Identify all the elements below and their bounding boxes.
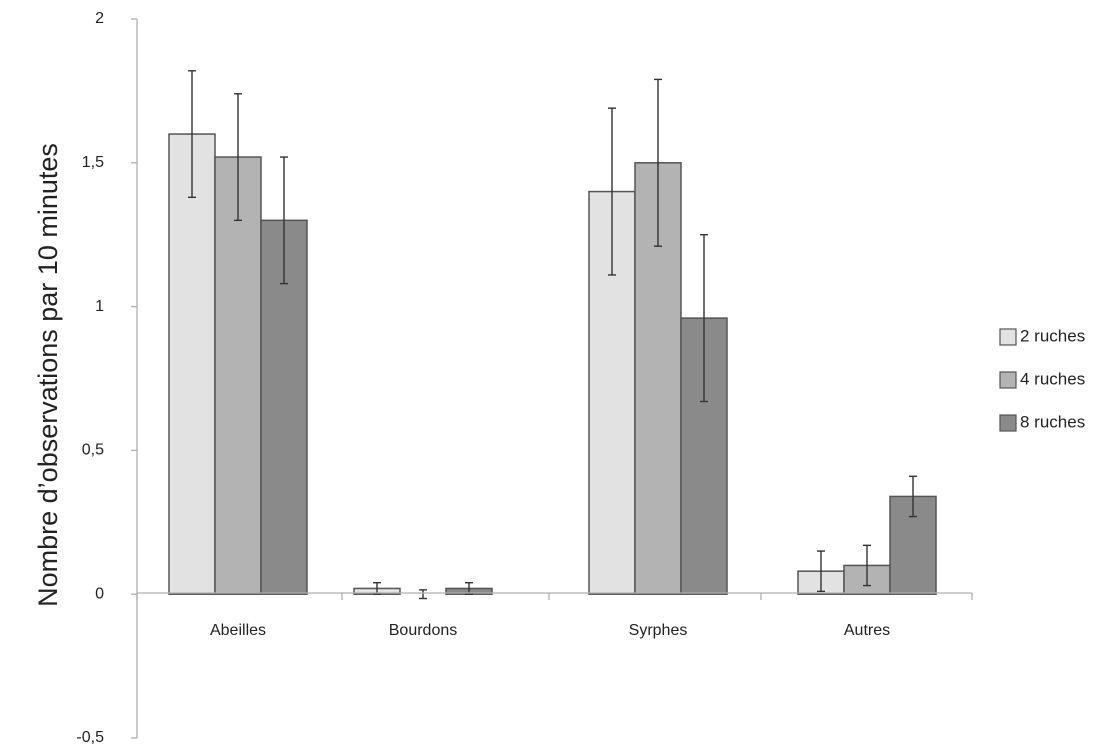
x-tick-label: Syrphes — [629, 622, 688, 639]
y-axis-title: Nombre d’observations par 10 minutes — [33, 143, 63, 607]
error-bar-abeilles-3 — [280, 156, 288, 285]
error-bar-bourdons-2 — [419, 589, 427, 600]
axes — [131, 18, 973, 739]
error-bar-syrphes-1 — [608, 107, 616, 276]
x-tick-label: Abeilles — [210, 622, 266, 639]
error-bars — [188, 70, 917, 600]
y-tick-label: 1 — [95, 298, 104, 315]
y-tick-label: 1,5 — [82, 154, 104, 171]
error-bar-syrphes-3 — [700, 233, 708, 403]
legend-item: 2 ruches — [999, 326, 1085, 346]
legend-label: 8 ruches — [1020, 412, 1085, 431]
bar-abeilles-1 — [168, 133, 216, 595]
y-axis-ticks: -0,5 0 0,5 1 1,5 2 — [76, 10, 104, 746]
error-bar-autres-3 — [909, 475, 917, 518]
error-bar-autres-2 — [863, 544, 871, 587]
legend-swatch — [999, 328, 1017, 346]
legend-label: 2 ruches — [1020, 326, 1085, 345]
y-tick-label: 0 — [95, 585, 104, 602]
x-tick-label: Autres — [844, 622, 890, 639]
x-tick-label: Bourdons — [389, 622, 458, 639]
y-tick-label: -0,5 — [76, 729, 104, 746]
error-bar-abeilles-1 — [188, 70, 196, 199]
error-bar-bourdons-1 — [373, 581, 381, 595]
legend-item: 4 ruches — [999, 369, 1085, 389]
error-bar-autres-1 — [817, 550, 825, 593]
error-bar-bourdons-3 — [465, 581, 473, 595]
legend-swatch — [999, 414, 1017, 432]
y-tick-label: 2 — [95, 10, 104, 27]
error-bar-abeilles-2 — [234, 93, 242, 222]
bar-abeilles-2 — [214, 156, 262, 595]
x-axis-ticks: Abeilles Bourdons Syrphes Autres — [210, 622, 890, 639]
error-bar-syrphes-2 — [654, 78, 662, 247]
y-axis-title-group: Nombre d’observations par 10 minutes — [33, 143, 63, 607]
y-tick-label: 0,5 — [82, 442, 104, 459]
legend-item: 8 ruches — [999, 412, 1085, 432]
legend-swatch — [999, 371, 1017, 389]
legend-label: 4 ruches — [1020, 369, 1085, 388]
legend: 2 ruches 4 ruches 8 ruches — [999, 326, 1085, 432]
